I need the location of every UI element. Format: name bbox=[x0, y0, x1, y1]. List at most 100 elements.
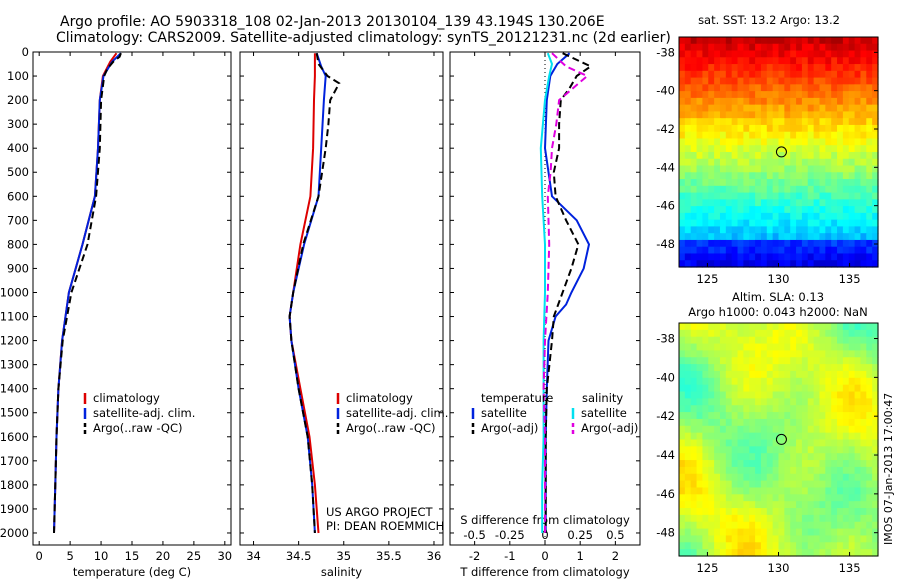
map-cell bbox=[801, 473, 809, 482]
map-cell bbox=[714, 199, 721, 207]
map-cell bbox=[801, 219, 809, 228]
map-cell bbox=[679, 514, 686, 523]
map-cell bbox=[831, 377, 838, 386]
map-cell bbox=[684, 212, 692, 221]
map-cell bbox=[860, 480, 867, 489]
map-cell bbox=[831, 384, 838, 393]
map-cell bbox=[760, 453, 768, 461]
map-cell bbox=[790, 405, 797, 413]
map-cell bbox=[725, 384, 733, 393]
map-cell bbox=[766, 364, 774, 372]
map-cell bbox=[831, 233, 838, 241]
map-cell bbox=[696, 260, 704, 268]
map-cell bbox=[760, 480, 768, 489]
map-cell bbox=[743, 226, 750, 234]
map-cell bbox=[825, 50, 832, 58]
map-cell bbox=[731, 343, 739, 352]
map-cell bbox=[708, 131, 715, 140]
map-cell bbox=[796, 118, 803, 126]
map-cell bbox=[813, 453, 821, 461]
map-cell bbox=[825, 323, 832, 331]
map-cell bbox=[854, 158, 862, 167]
map-cell bbox=[801, 145, 809, 153]
map-cell bbox=[760, 336, 768, 345]
map-cell bbox=[743, 239, 750, 248]
map-cell bbox=[796, 199, 803, 207]
map-cell bbox=[842, 152, 850, 160]
map-cell bbox=[825, 179, 832, 187]
map-cell bbox=[854, 260, 862, 268]
map-cell bbox=[790, 432, 797, 441]
map-cell bbox=[714, 487, 721, 495]
map-cell bbox=[690, 487, 698, 495]
map-cell bbox=[837, 480, 844, 489]
map-cell bbox=[708, 152, 715, 160]
map-cell bbox=[796, 206, 803, 214]
map-cell bbox=[737, 466, 744, 475]
map-cell bbox=[731, 370, 739, 379]
map-cell bbox=[813, 192, 821, 200]
map-cell bbox=[784, 172, 791, 180]
map-cell bbox=[743, 158, 750, 167]
map-cell bbox=[819, 418, 826, 427]
map-cell bbox=[714, 70, 721, 79]
map-cell bbox=[696, 473, 704, 482]
map-cell bbox=[755, 239, 762, 248]
map-cell bbox=[825, 439, 832, 447]
map-cell bbox=[801, 418, 809, 427]
map-cell bbox=[719, 453, 727, 461]
map-cell bbox=[731, 172, 739, 180]
map-cell bbox=[749, 350, 756, 358]
map-cell bbox=[702, 535, 709, 543]
map-cell bbox=[807, 508, 815, 516]
map-cell bbox=[772, 104, 780, 113]
map-cell bbox=[719, 432, 727, 441]
map-cell bbox=[690, 233, 698, 241]
map-cell bbox=[725, 37, 733, 45]
map-cell bbox=[702, 501, 709, 509]
y-tick-label: 1600 bbox=[0, 430, 29, 444]
map-cell bbox=[690, 185, 698, 194]
map-cell bbox=[848, 165, 856, 173]
map-cell bbox=[807, 418, 815, 427]
map-cell bbox=[837, 50, 844, 58]
map-cell bbox=[778, 391, 785, 399]
map-cell bbox=[854, 432, 862, 441]
map-cell bbox=[790, 253, 797, 261]
map-cell bbox=[743, 64, 750, 72]
map-cell bbox=[837, 514, 844, 523]
map-cell bbox=[755, 97, 762, 106]
map-cell bbox=[708, 370, 715, 379]
map-cell bbox=[690, 179, 698, 187]
map-cell bbox=[679, 246, 686, 255]
map-cell bbox=[837, 432, 844, 441]
map-cell bbox=[684, 131, 692, 140]
map-cell bbox=[766, 246, 774, 255]
map-cell bbox=[790, 350, 797, 358]
map-cell bbox=[866, 343, 873, 352]
map-cell bbox=[743, 460, 750, 468]
map-cell bbox=[766, 97, 774, 106]
map-cell bbox=[684, 521, 692, 530]
map-cell bbox=[731, 412, 739, 420]
map-cell bbox=[842, 50, 850, 58]
map-cell bbox=[702, 158, 709, 167]
map-cell bbox=[755, 425, 762, 434]
map-cell bbox=[790, 165, 797, 173]
map-cell bbox=[831, 487, 838, 495]
map-cell bbox=[679, 487, 686, 495]
map-cell bbox=[860, 253, 867, 261]
map-cell bbox=[702, 542, 709, 550]
map-cell bbox=[755, 418, 762, 427]
difference-legend-entry: Argo(-adj) bbox=[481, 421, 538, 435]
map-cell bbox=[872, 97, 879, 106]
map-cell bbox=[755, 370, 762, 379]
map-cell bbox=[807, 131, 815, 140]
map-cell bbox=[796, 549, 803, 557]
map-cell bbox=[860, 343, 867, 352]
map-cell bbox=[719, 158, 727, 167]
map-cell bbox=[790, 453, 797, 461]
map-cell bbox=[719, 391, 727, 399]
map-cell bbox=[866, 226, 873, 234]
map-cell bbox=[772, 57, 780, 65]
